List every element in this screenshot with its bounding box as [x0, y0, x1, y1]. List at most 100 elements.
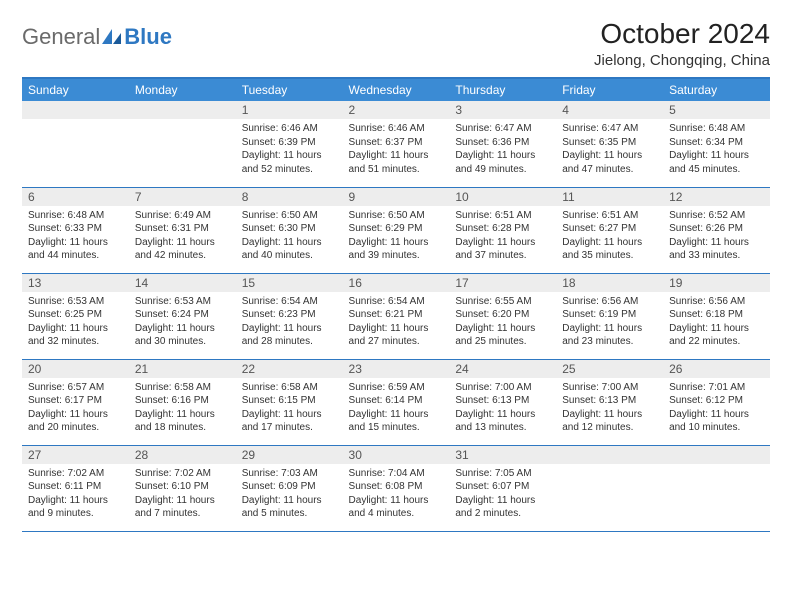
day-daylight2: and 35 minutes.	[562, 249, 657, 263]
day-number: 6	[22, 188, 129, 206]
day-number: 18	[556, 274, 663, 292]
day-sunset: Sunset: 6:39 PM	[242, 136, 337, 150]
day-sunrise: Sunrise: 7:03 AM	[242, 467, 337, 481]
day-sunrise: Sunrise: 6:48 AM	[669, 122, 764, 136]
day-daylight2: and 12 minutes.	[562, 421, 657, 435]
day-details: Sunrise: 6:49 AMSunset: 6:31 PMDaylight:…	[129, 206, 236, 267]
calendar-cell: 26Sunrise: 7:01 AMSunset: 6:12 PMDayligh…	[663, 359, 770, 445]
day-daylight1: Daylight: 11 hours	[562, 149, 657, 163]
day-daylight2: and 51 minutes.	[349, 163, 444, 177]
header: General Blue October 2024 Jielong, Chong…	[22, 18, 770, 69]
calendar-cell: 14Sunrise: 6:53 AMSunset: 6:24 PMDayligh…	[129, 273, 236, 359]
calendar-cell-empty	[129, 101, 236, 187]
day-sunrise: Sunrise: 6:53 AM	[135, 295, 230, 309]
brand-logo: General Blue	[22, 24, 172, 50]
day-sunrise: Sunrise: 6:57 AM	[28, 381, 123, 395]
day-daylight1: Daylight: 11 hours	[349, 149, 444, 163]
day-sunrise: Sunrise: 6:46 AM	[242, 122, 337, 136]
day-number	[556, 446, 663, 464]
day-number: 24	[449, 360, 556, 378]
calendar-week-row: 13Sunrise: 6:53 AMSunset: 6:25 PMDayligh…	[22, 273, 770, 359]
day-number: 4	[556, 101, 663, 119]
day-daylight1: Daylight: 11 hours	[349, 494, 444, 508]
day-daylight1: Daylight: 11 hours	[242, 494, 337, 508]
day-number: 12	[663, 188, 770, 206]
day-number: 8	[236, 188, 343, 206]
day-sunset: Sunset: 6:27 PM	[562, 222, 657, 236]
day-details: Sunrise: 7:02 AMSunset: 6:11 PMDaylight:…	[22, 464, 129, 525]
day-sunrise: Sunrise: 6:55 AM	[455, 295, 550, 309]
day-number: 20	[22, 360, 129, 378]
calendar-cell: 25Sunrise: 7:00 AMSunset: 6:13 PMDayligh…	[556, 359, 663, 445]
title-block: October 2024 Jielong, Chongqing, China	[594, 18, 770, 69]
day-sunset: Sunset: 6:16 PM	[135, 394, 230, 408]
day-daylight1: Daylight: 11 hours	[455, 149, 550, 163]
day-daylight2: and 18 minutes.	[135, 421, 230, 435]
day-daylight1: Daylight: 11 hours	[135, 494, 230, 508]
weekday-header: Wednesday	[343, 78, 450, 101]
day-daylight1: Daylight: 11 hours	[28, 236, 123, 250]
day-number: 16	[343, 274, 450, 292]
day-number: 11	[556, 188, 663, 206]
day-details: Sunrise: 7:00 AMSunset: 6:13 PMDaylight:…	[556, 378, 663, 439]
day-daylight1: Daylight: 11 hours	[562, 322, 657, 336]
calendar-cell: 4Sunrise: 6:47 AMSunset: 6:35 PMDaylight…	[556, 101, 663, 187]
day-sunset: Sunset: 6:17 PM	[28, 394, 123, 408]
day-number: 26	[663, 360, 770, 378]
day-sunrise: Sunrise: 7:05 AM	[455, 467, 550, 481]
day-details: Sunrise: 6:57 AMSunset: 6:17 PMDaylight:…	[22, 378, 129, 439]
day-sunset: Sunset: 6:13 PM	[562, 394, 657, 408]
day-details: Sunrise: 6:47 AMSunset: 6:36 PMDaylight:…	[449, 119, 556, 180]
day-daylight2: and 32 minutes.	[28, 335, 123, 349]
day-number: 3	[449, 101, 556, 119]
calendar-cell: 2Sunrise: 6:46 AMSunset: 6:37 PMDaylight…	[343, 101, 450, 187]
day-sunrise: Sunrise: 6:50 AM	[242, 209, 337, 223]
day-sunset: Sunset: 6:10 PM	[135, 480, 230, 494]
day-sunrise: Sunrise: 6:51 AM	[455, 209, 550, 223]
day-sunset: Sunset: 6:37 PM	[349, 136, 444, 150]
day-daylight2: and 45 minutes.	[669, 163, 764, 177]
weekday-header: Tuesday	[236, 78, 343, 101]
logo-sail-icon	[102, 29, 122, 45]
day-daylight2: and 9 minutes.	[28, 507, 123, 521]
day-daylight1: Daylight: 11 hours	[242, 408, 337, 422]
weekday-header: Monday	[129, 78, 236, 101]
day-sunset: Sunset: 6:20 PM	[455, 308, 550, 322]
day-details: Sunrise: 7:05 AMSunset: 6:07 PMDaylight:…	[449, 464, 556, 525]
day-sunrise: Sunrise: 6:46 AM	[349, 122, 444, 136]
day-daylight2: and 27 minutes.	[349, 335, 444, 349]
day-details	[556, 464, 663, 471]
day-sunset: Sunset: 6:26 PM	[669, 222, 764, 236]
day-daylight1: Daylight: 11 hours	[349, 408, 444, 422]
calendar-cell: 18Sunrise: 6:56 AMSunset: 6:19 PMDayligh…	[556, 273, 663, 359]
day-daylight2: and 39 minutes.	[349, 249, 444, 263]
day-sunset: Sunset: 6:18 PM	[669, 308, 764, 322]
day-number: 9	[343, 188, 450, 206]
day-daylight1: Daylight: 11 hours	[242, 322, 337, 336]
day-daylight2: and 49 minutes.	[455, 163, 550, 177]
day-number: 22	[236, 360, 343, 378]
day-details: Sunrise: 7:01 AMSunset: 6:12 PMDaylight:…	[663, 378, 770, 439]
day-daylight1: Daylight: 11 hours	[349, 322, 444, 336]
day-sunset: Sunset: 6:13 PM	[455, 394, 550, 408]
day-sunrise: Sunrise: 6:59 AM	[349, 381, 444, 395]
day-daylight2: and 22 minutes.	[669, 335, 764, 349]
day-sunrise: Sunrise: 6:48 AM	[28, 209, 123, 223]
day-details: Sunrise: 6:51 AMSunset: 6:27 PMDaylight:…	[556, 206, 663, 267]
day-daylight1: Daylight: 11 hours	[242, 236, 337, 250]
day-daylight2: and 23 minutes.	[562, 335, 657, 349]
day-daylight2: and 20 minutes.	[28, 421, 123, 435]
day-details: Sunrise: 6:58 AMSunset: 6:15 PMDaylight:…	[236, 378, 343, 439]
day-number	[663, 446, 770, 464]
calendar-cell: 7Sunrise: 6:49 AMSunset: 6:31 PMDaylight…	[129, 187, 236, 273]
calendar-table: SundayMondayTuesdayWednesdayThursdayFrid…	[22, 77, 770, 532]
day-number: 10	[449, 188, 556, 206]
day-daylight2: and 44 minutes.	[28, 249, 123, 263]
weekday-header-row: SundayMondayTuesdayWednesdayThursdayFrid…	[22, 78, 770, 101]
calendar-cell: 6 Sunrise: 6:48 AMSunset: 6:33 PMDaylight…	[22, 187, 129, 273]
month-title: October 2024	[594, 18, 770, 50]
day-sunset: Sunset: 6:33 PM	[28, 222, 123, 236]
calendar-cell: 24Sunrise: 7:00 AMSunset: 6:13 PMDayligh…	[449, 359, 556, 445]
calendar-cell-empty	[556, 445, 663, 531]
day-sunrise: Sunrise: 6:47 AM	[562, 122, 657, 136]
